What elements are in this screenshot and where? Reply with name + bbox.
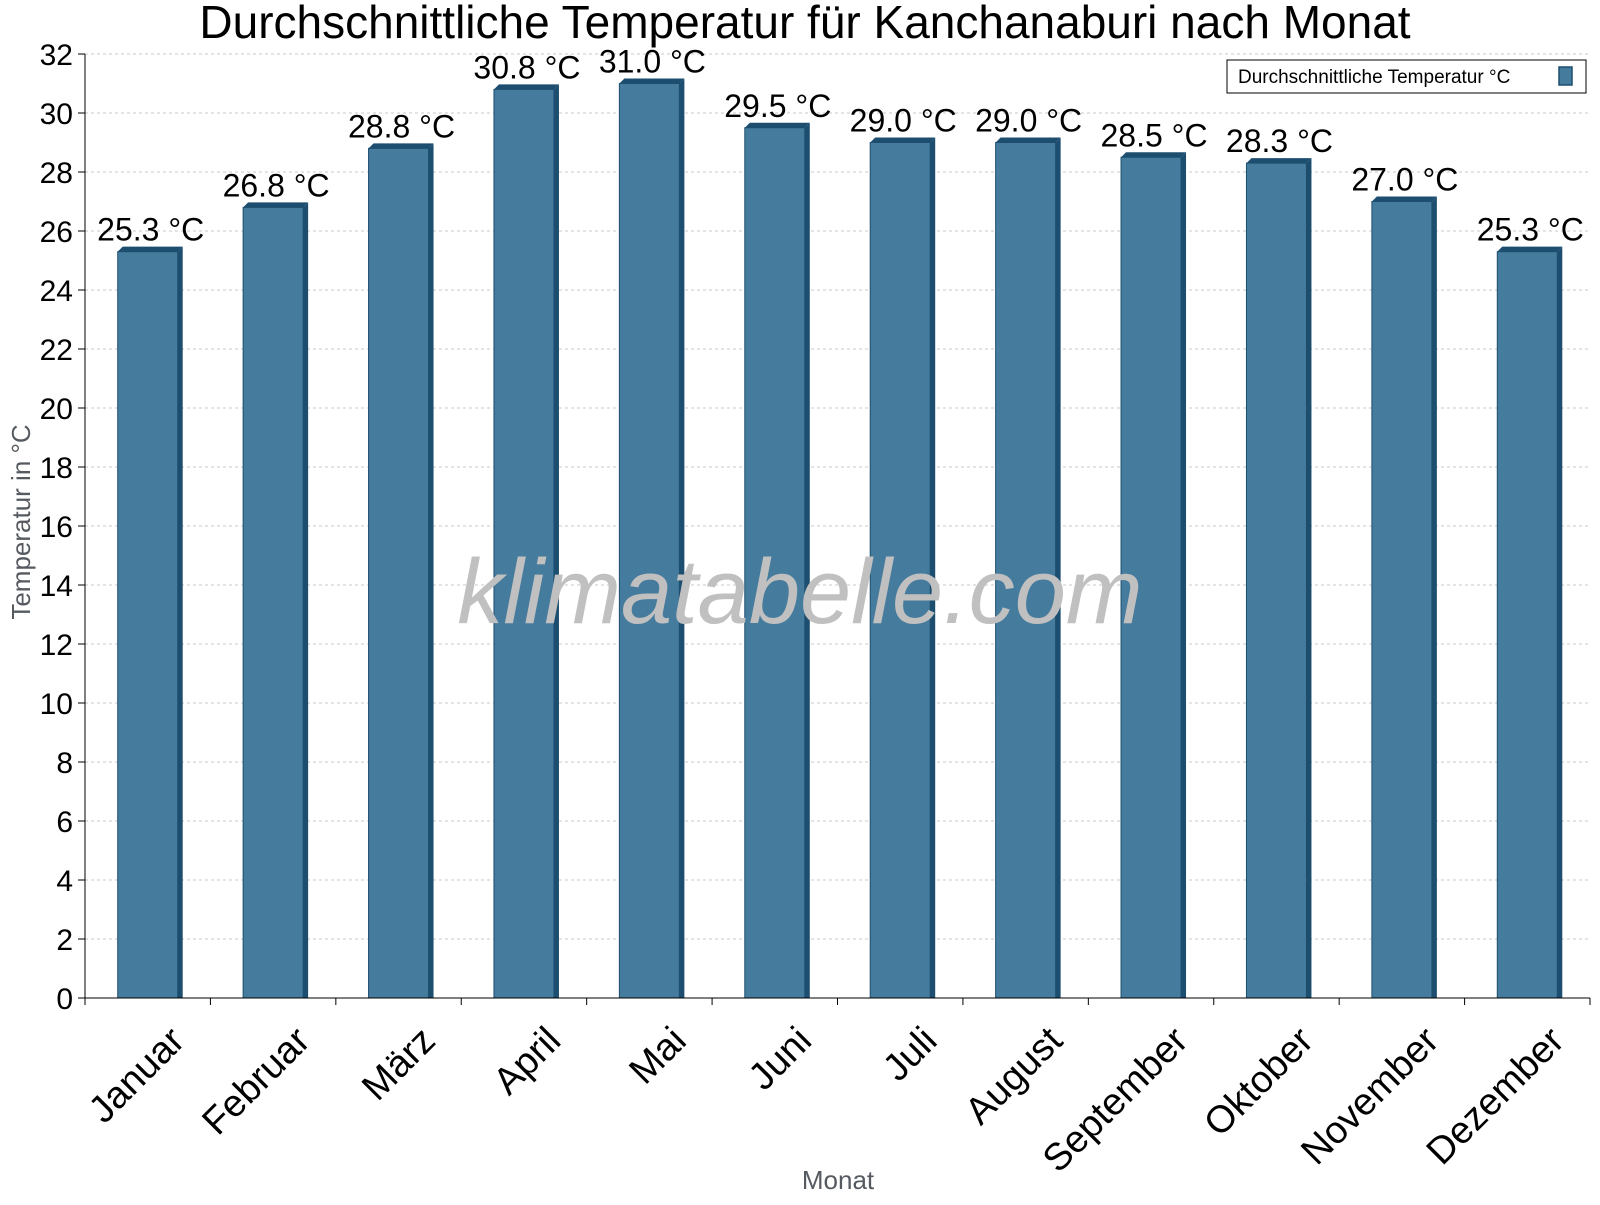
data-label: 29.0 °C [850,103,957,139]
y-tick-label: 8 [56,747,73,780]
bar-top [1121,152,1187,158]
data-label: 29.5 °C [724,88,831,124]
y-tick-label: 0 [56,983,73,1016]
bar-layer [117,78,1563,999]
bar-side [804,122,810,998]
bar-top [995,137,1061,143]
bar [618,83,680,999]
y-tick-label: 30 [40,98,73,131]
legend-label: Durchschnittliche Temperatur °C [1238,67,1510,88]
watermark-layer: klimatabelle.com [457,541,1142,643]
bar-side [1431,196,1437,998]
legend-swatch [1558,66,1573,86]
bar-side [1557,246,1563,998]
y-tick-label: 6 [56,806,73,839]
legend: Durchschnittliche Temperatur °C [1226,59,1587,94]
x-axis-title: Monat [802,1165,875,1195]
data-label: 25.3 °C [1477,212,1584,248]
bar [1371,201,1433,999]
data-label: 30.8 °C [473,49,580,85]
bar-top [1371,196,1437,202]
y-tick-label: 10 [40,688,73,721]
bar-top [1246,158,1312,164]
y-tick-label: 26 [40,216,73,249]
data-label: 27.0 °C [1351,162,1458,198]
y-tick-label: 22 [40,334,73,367]
bar [1496,251,1558,999]
bar-side [177,246,183,998]
bar-top [744,122,810,128]
y-tick-label: 28 [40,157,73,190]
bar-top [368,143,434,149]
bar [1245,162,1307,999]
legend-box [1226,59,1587,94]
chart-title: Durchschnittliche Temperatur für Kanchan… [199,0,1410,48]
bar [368,147,430,999]
y-tick-label: 16 [40,511,73,544]
bar-side [679,78,685,998]
bar-side [930,137,936,998]
data-label: 28.5 °C [1101,117,1208,153]
bar-side [1181,152,1187,998]
data-label: 26.8 °C [223,167,330,203]
bar [117,251,179,999]
watermark: klimatabelle.com [457,541,1142,643]
value-label-layer: 25.3 °C 26.8 °C 28.8 °C 30.8 °C 31.0 °C 29.5 … [97,44,1584,248]
bar [242,206,304,999]
data-label: 25.3 °C [97,212,204,248]
bar-side [303,202,309,998]
bar-top [493,84,559,90]
bar-top [1497,246,1563,252]
bar [744,127,806,999]
y-tick-label: 18 [40,452,73,485]
y-tick-label: 32 [40,39,73,72]
y-tick-label: 20 [40,393,73,426]
bar [869,142,931,999]
y-tick-label: 2 [56,924,73,957]
bar-side [553,84,559,998]
data-label: 28.3 °C [1226,123,1333,159]
bar-top [619,78,685,84]
bar-top [870,137,936,143]
bar-top [117,246,183,252]
bar [995,142,1057,999]
y-axis-title: Temperatur in °C [6,424,36,619]
y-tick-label: 24 [40,275,73,308]
grid-layer [85,53,1590,940]
data-label: 28.8 °C [348,108,455,144]
y-tick-label: 14 [40,570,73,603]
y-tick-label: 12 [40,629,73,662]
y-tick-label: 4 [56,865,73,898]
bar-side [1055,137,1061,998]
bar [493,88,555,999]
bar-side [1306,158,1312,998]
bar-side [428,143,434,998]
bar [1120,156,1182,999]
data-label: 31.0 °C [599,44,706,80]
data-label: 29.0 °C [975,103,1082,139]
bar-top [243,202,309,208]
